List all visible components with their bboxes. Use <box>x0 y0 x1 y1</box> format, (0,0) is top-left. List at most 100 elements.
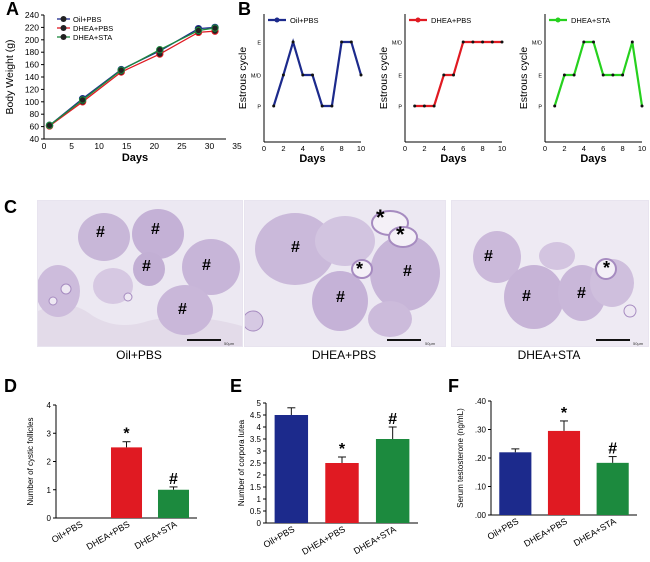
bar-category-label: Oil+PBS <box>486 516 521 542</box>
b-legend-label: DHEA+PBS <box>431 16 471 25</box>
b-data-point <box>340 40 344 44</box>
bar-y-tick-label: 0.5 <box>250 507 262 516</box>
follicle-marker: # <box>522 288 531 305</box>
bar-category-label: DHEA+PBS <box>85 519 132 552</box>
b-data-point <box>442 73 446 77</box>
bar-y-tick-label: .20 <box>475 454 487 463</box>
significance-mark: # <box>388 411 397 428</box>
b-y-level-label: M/D <box>251 74 261 80</box>
bar-y-tick-label: 1.5 <box>250 483 262 492</box>
cyst-marker: * <box>396 222 405 247</box>
a-x-tick-label: 20 <box>150 141 160 151</box>
significance-mark: * <box>561 405 568 422</box>
a-legend-label: Oil+PBS <box>73 15 102 24</box>
image-caption-dhea-pbs: DHEA+PBS <box>311 348 377 362</box>
b-data-point <box>582 40 586 44</box>
bar-y-tick-label: 0 <box>47 514 52 523</box>
histology-image-oil-pbs <box>37 200 243 347</box>
bar-y-label: Number of corpora lutea <box>237 419 246 506</box>
a-y-tick-label: 140 <box>25 72 39 82</box>
b-data-point <box>621 73 625 77</box>
b-x-tick-label: 8 <box>621 144 625 153</box>
bar-category-label: DHEA+PBS <box>522 516 569 549</box>
panel-label-d: D <box>4 376 17 396</box>
b-x-tick-label: 6 <box>461 144 465 153</box>
b-x-tick-label: 2 <box>281 144 285 153</box>
cyst-marker: * <box>356 259 364 279</box>
a-y-tick-label: 220 <box>25 22 39 32</box>
bar <box>110 447 143 518</box>
b-legend-marker <box>415 17 421 23</box>
a-series-line <box>49 27 216 126</box>
bar-y-tick-label: 2 <box>47 458 52 467</box>
a-x-tick-label: 5 <box>69 141 74 151</box>
a-y-tick-label: 80 <box>30 109 40 119</box>
a-x-tick-label: 35 <box>232 141 242 151</box>
b-x-label: Days <box>299 153 325 165</box>
a-legend-marker <box>60 25 67 31</box>
b-data-point <box>272 104 276 108</box>
b-x-tick-label: 6 <box>601 144 605 153</box>
bar-category-label: DHEA+PBS <box>300 524 347 557</box>
b-y-level-label: P <box>398 105 402 111</box>
b-data-point <box>422 104 426 108</box>
follicle-marker: # <box>178 301 187 318</box>
significance-mark: # <box>169 471 178 488</box>
a-data-point <box>156 46 164 54</box>
b-y-label: Estrous cycle <box>378 47 390 110</box>
b-data-point <box>301 73 305 77</box>
bar-y-tick-label: 4 <box>257 423 262 432</box>
b-data-point <box>432 104 436 108</box>
significance-mark: # <box>608 441 617 458</box>
a-series-line <box>49 26 216 126</box>
b-data-point <box>601 73 605 77</box>
a-x-tick-label: 0 <box>42 141 47 151</box>
bar <box>547 430 581 515</box>
a-x-label: Days <box>122 152 148 164</box>
a-x-tick-label: 10 <box>94 141 104 151</box>
b-legend-marker <box>555 17 561 23</box>
a-data-point <box>78 96 87 104</box>
b-x-tick-label: 4 <box>582 144 586 153</box>
follicle-marker: # <box>336 289 345 306</box>
b-y-level-label: E <box>257 41 261 47</box>
bar-category-label: DHEA+STA <box>133 519 179 551</box>
a-legend-label: DHEA+STA <box>73 33 112 42</box>
a-y-tick-label: 120 <box>25 84 39 94</box>
a-y-tick-label: 60 <box>30 122 40 132</box>
bar-y-tick-label: 2 <box>257 471 262 480</box>
b-x-tick-label: 0 <box>403 144 407 153</box>
b-data-point <box>471 40 475 44</box>
b-y-label: Estrous cycle <box>518 47 530 110</box>
b-x-tick-label: 10 <box>638 144 646 153</box>
bar-category-label: Oil+PBS <box>50 519 85 545</box>
b-series-line <box>414 40 502 108</box>
panel-label-c: C <box>4 197 17 217</box>
b-legend-marker <box>274 17 280 23</box>
b-data-point <box>630 40 634 44</box>
b-x-tick-label: 2 <box>562 144 566 153</box>
b-x-tick-label: 4 <box>442 144 446 153</box>
image-caption-dhea-sta: DHEA+STA <box>517 348 581 362</box>
bar-y-tick-label: .40 <box>475 397 487 406</box>
bar <box>499 452 532 515</box>
b-legend-label: DHEA+STA <box>571 16 610 25</box>
scale-bar-label: 50μm <box>425 341 436 346</box>
bar-y-tick-label: 0 <box>257 519 262 528</box>
panel-label-a: A <box>6 0 19 19</box>
follicle-marker: # <box>577 285 586 302</box>
b-y-level-label: E <box>398 74 402 80</box>
b-data-point <box>572 73 576 77</box>
b-x-label: Days <box>440 153 466 165</box>
bar <box>325 463 359 523</box>
b-data-point <box>611 73 615 77</box>
b-x-tick-label: 0 <box>543 144 547 153</box>
b-y-level-label: P <box>538 105 542 111</box>
scale-bar-label: 50μm <box>224 341 235 346</box>
a-data-point <box>211 24 219 32</box>
bar <box>596 462 629 515</box>
panel-label-e: E <box>230 376 243 396</box>
image-caption-oil-pbs: Oil+PBS <box>116 348 162 362</box>
b-data-point <box>481 40 485 44</box>
b-data-point <box>461 40 465 44</box>
